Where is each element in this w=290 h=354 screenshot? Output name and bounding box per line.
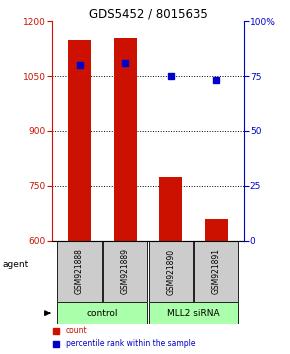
Title: GDS5452 / 8015635: GDS5452 / 8015635 xyxy=(88,7,207,20)
Text: GSM921891: GSM921891 xyxy=(212,249,221,295)
Text: GSM921890: GSM921890 xyxy=(166,249,175,295)
Bar xyxy=(57,302,147,324)
Bar xyxy=(57,241,102,302)
Text: control: control xyxy=(87,309,118,318)
Bar xyxy=(194,241,238,302)
Bar xyxy=(103,241,147,302)
Bar xyxy=(148,241,193,302)
Text: MLL2 siRNA: MLL2 siRNA xyxy=(167,309,220,318)
Text: percentile rank within the sample: percentile rank within the sample xyxy=(66,339,195,348)
Text: GSM921889: GSM921889 xyxy=(121,249,130,295)
Text: GSM921888: GSM921888 xyxy=(75,249,84,295)
Bar xyxy=(205,219,228,241)
Text: agent: agent xyxy=(3,260,29,269)
Text: count: count xyxy=(66,326,87,335)
Bar xyxy=(68,40,91,241)
Bar xyxy=(114,38,137,241)
Bar xyxy=(159,177,182,241)
Bar xyxy=(148,302,238,324)
